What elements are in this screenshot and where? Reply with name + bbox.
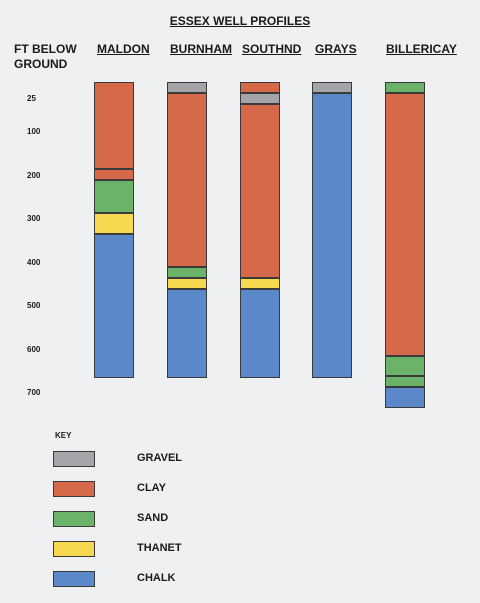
depth-tick: 500 [27, 301, 41, 310]
depth-tick: 25 [27, 94, 36, 103]
depth-tick: 600 [27, 345, 41, 354]
well-name-billericay: BILLERICAY [386, 42, 457, 56]
stratum-clay [167, 92, 207, 267]
depth-tick: 300 [27, 214, 41, 223]
stratum-clay [94, 82, 134, 169]
stratum-sand [385, 375, 425, 387]
stratum-sand [385, 82, 425, 93]
depth-tick: 700 [27, 388, 41, 397]
stratum-chalk [94, 234, 134, 378]
stratum-gravel [167, 82, 207, 93]
stratum-clay [240, 82, 280, 93]
stratum-gravel [240, 92, 280, 104]
well-name-grays: GRAYS [315, 42, 357, 56]
key-swatch-chalk [53, 571, 95, 587]
stratum-sand [167, 266, 207, 278]
depth-axis-label-line-2: GROUND [14, 57, 68, 71]
stratum-clay [385, 92, 425, 357]
depth-axis-label: FT BELOW GROUND [14, 42, 77, 72]
depth-axis-label-line-1: FT BELOW [14, 42, 77, 56]
stratum-clay [240, 103, 280, 278]
depth-tick: 200 [27, 171, 41, 180]
key-label-chalk: CHALK [137, 572, 176, 584]
key-label-gravel: GRAVEL [137, 452, 183, 464]
key-label-thanet: THANET [137, 542, 182, 554]
well-name-maldon: MALDON [97, 42, 150, 56]
key-swatch-gravel [53, 451, 95, 467]
well-name-southnd: SOUTHND [242, 42, 302, 56]
stratum-chalk [167, 288, 207, 378]
key-swatch-thanet [53, 541, 95, 557]
stratum-clay [94, 169, 134, 180]
well-name-burnham: BURNHAM [170, 42, 232, 56]
diagram-title: ESSEX WELL PROFILES [169, 14, 311, 28]
depth-tick: 400 [27, 258, 41, 267]
stratum-thanet [94, 212, 134, 235]
stratum-sand [385, 356, 425, 376]
key-swatch-clay [53, 481, 95, 497]
stratum-chalk [240, 288, 280, 378]
stratum-chalk [385, 386, 425, 409]
stratum-chalk [312, 92, 352, 378]
stratum-thanet [167, 277, 207, 289]
stratum-sand [94, 179, 134, 213]
stratum-gravel [312, 82, 352, 93]
depth-tick: 100 [27, 127, 41, 136]
key-label-clay: CLAY [137, 482, 166, 494]
key-title: KEY [55, 431, 72, 440]
key-label-sand: SAND [137, 512, 169, 524]
key-swatch-sand [53, 511, 95, 527]
stratum-thanet [240, 277, 280, 289]
